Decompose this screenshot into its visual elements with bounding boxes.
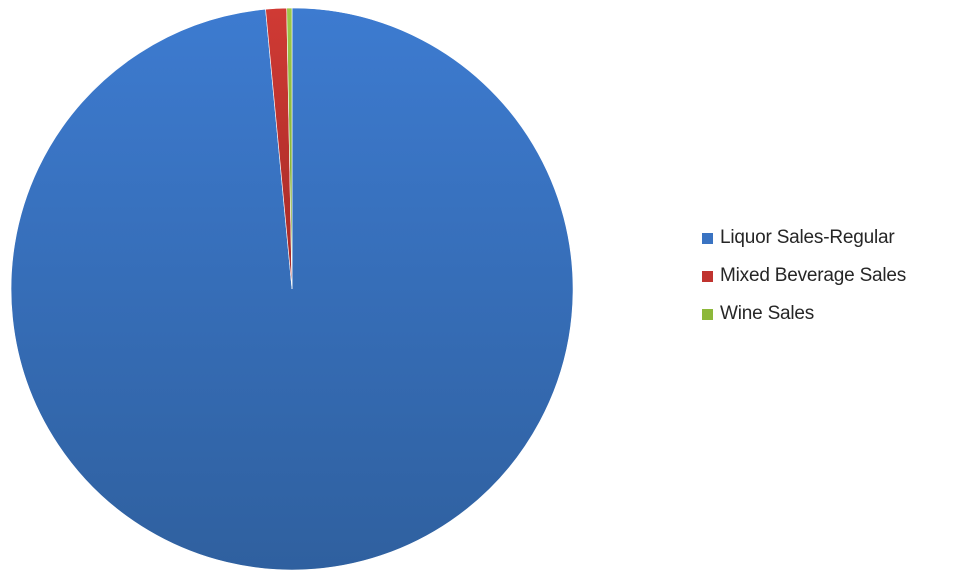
legend-label-liquor-sales-regular: Liquor Sales-Regular xyxy=(720,227,895,248)
legend-item-liquor-sales-regular: Liquor Sales-Regular xyxy=(702,226,906,250)
legend-label-wine-sales: Wine Sales xyxy=(720,303,815,324)
legend: Liquor Sales-Regular Mixed Beverage Sale… xyxy=(702,226,906,326)
pie-slices xyxy=(10,7,574,571)
legend-swatch-wine-sales xyxy=(702,308,713,320)
pie-slice-wine-sales xyxy=(286,7,293,290)
legend-swatch-liquor-sales-regular xyxy=(702,232,713,244)
legend-label-mixed-beverage-sales: Mixed Beverage Sales xyxy=(720,265,907,286)
legend-item-mixed-beverage-sales: Mixed Beverage Sales xyxy=(702,264,906,288)
legend-item-wine-sales: Wine Sales xyxy=(702,302,906,326)
legend-swatch-mixed-beverage-sales xyxy=(702,270,713,282)
